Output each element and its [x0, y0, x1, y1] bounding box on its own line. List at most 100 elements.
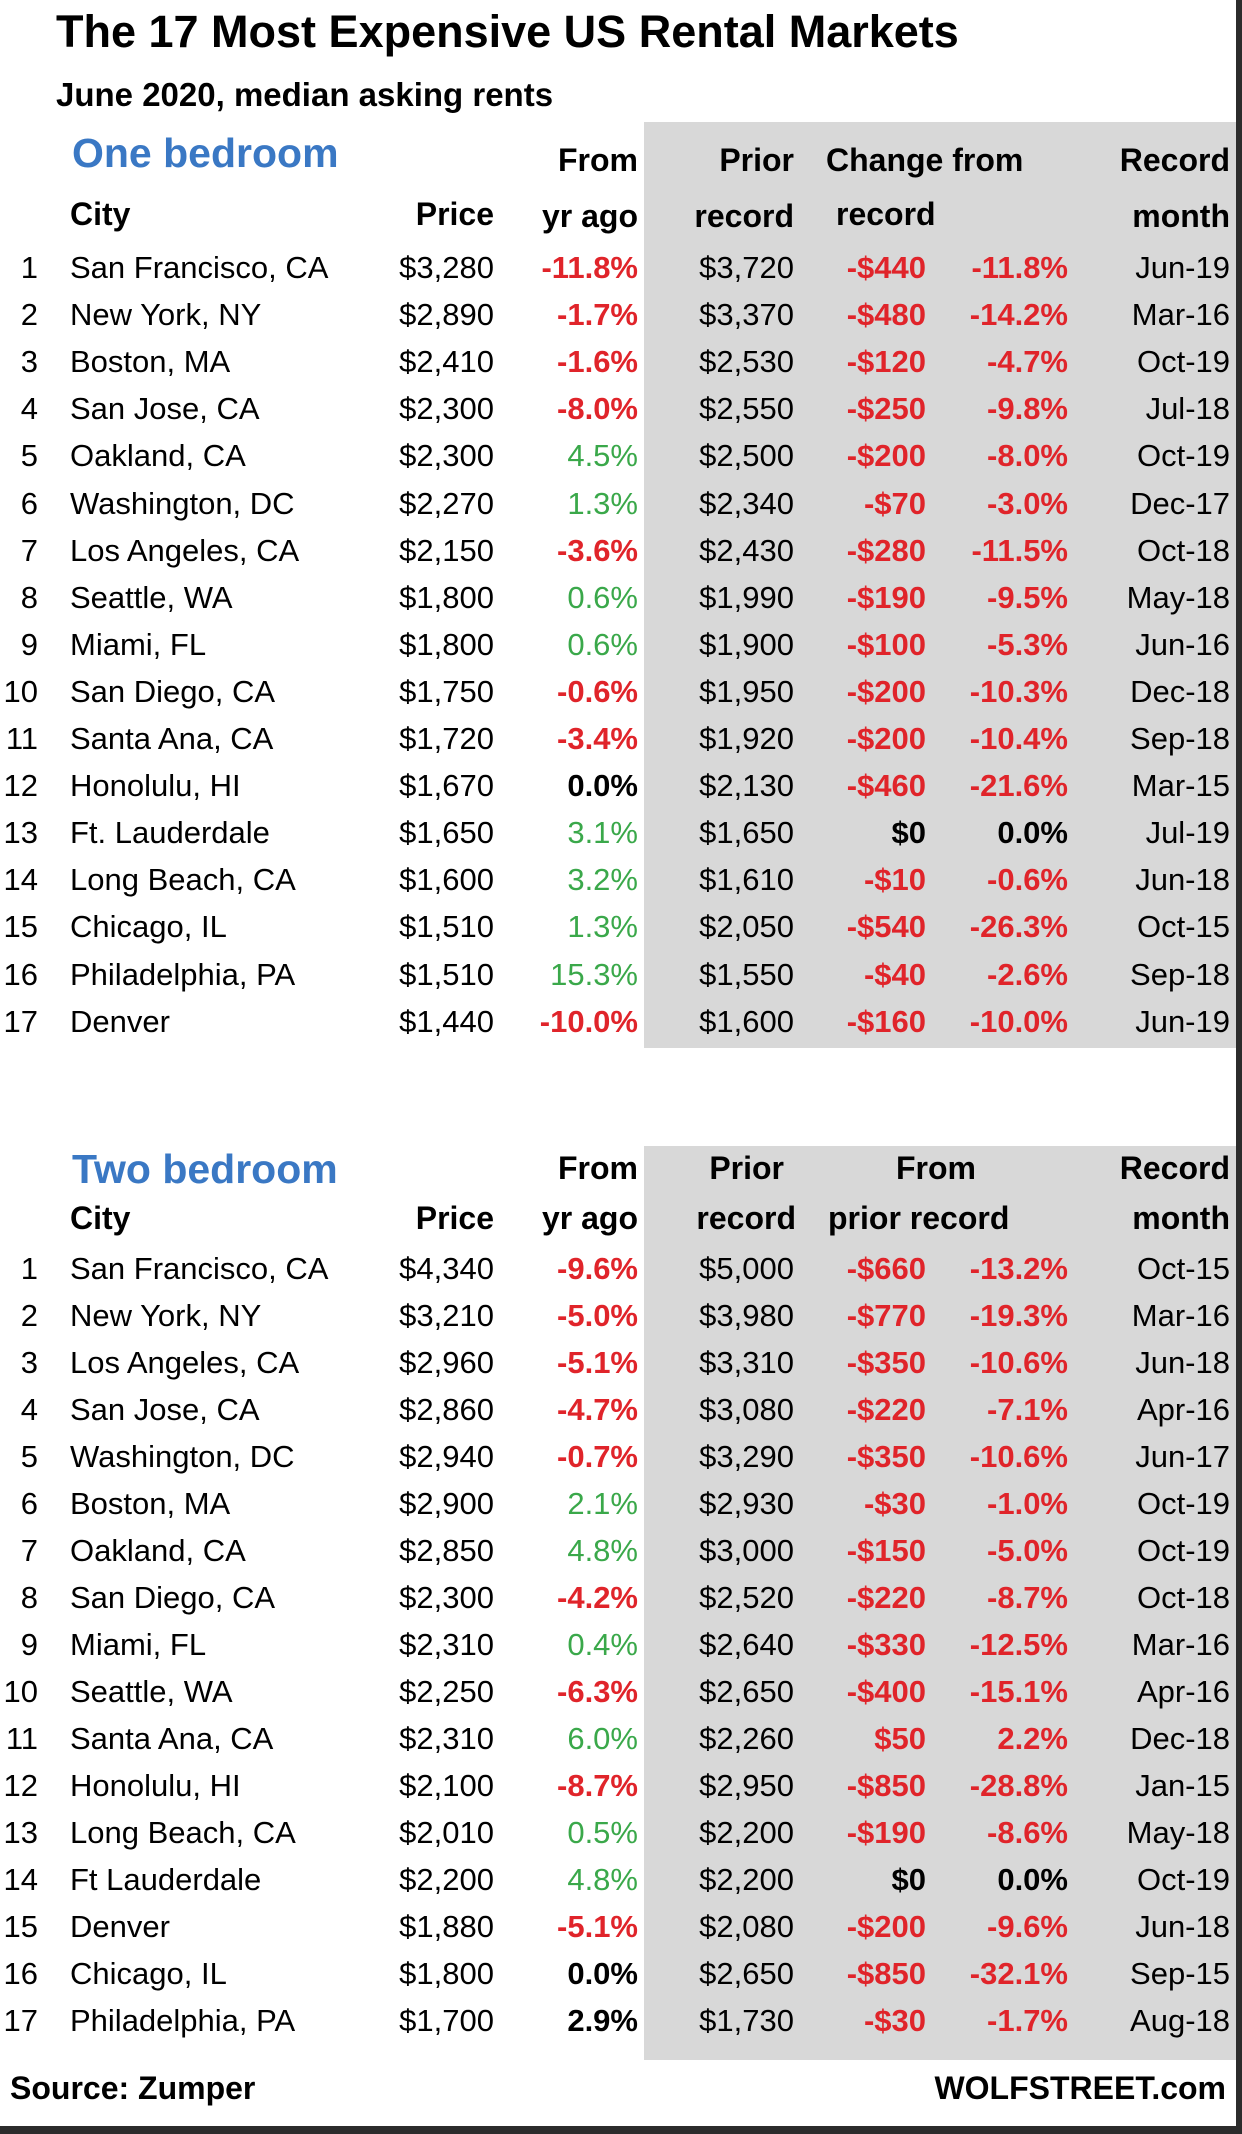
prior-record-cell: $3,720: [699, 250, 794, 285]
prior-record-cell: $3,310: [699, 1345, 794, 1380]
change-pct-cell: -10.3%: [969, 673, 1068, 709]
change-abs-cell: $0: [891, 815, 926, 851]
header-record: Record: [1119, 142, 1230, 178]
change-pct-cell: -1.7%: [987, 2003, 1068, 2038]
header-from-prior-2: From: [896, 1150, 976, 1186]
rank-cell: 11: [5, 1721, 38, 1756]
city-cell: Santa Ana, CA: [70, 721, 274, 756]
table-row: 14 Long Beach, CA $1,600 3.2% $1,610 -$10 -0.6…: [0, 858, 1236, 902]
change-pct-cell: 0.0%: [997, 1862, 1068, 1897]
prior-record-cell: $2,050: [699, 909, 794, 945]
change-abs-cell: -$460: [846, 768, 926, 804]
change-pct-cell: -5.0%: [987, 1533, 1068, 1568]
record-month-cell: Apr-16: [1136, 1392, 1230, 1427]
table-row: 7 Oakland, CA $2,850 4.8% $3,000 -$150 -5.0% Oc…: [0, 1529, 1236, 1573]
rank-cell: 15: [3, 1909, 38, 1944]
header-prior-record: record: [694, 198, 794, 234]
record-month-cell: Jun-18: [1135, 1909, 1230, 1944]
record-month-cell: Jun-16: [1135, 626, 1230, 662]
table-row: 8 San Diego, CA $2,300 -4.2% $2,520 -$220 -8.7…: [0, 1576, 1236, 1620]
rank-cell: 9: [20, 1627, 38, 1662]
city-cell: Boston, MA: [70, 1486, 231, 1521]
prior-record-cell: $2,950: [699, 1768, 794, 1803]
change-abs-cell: -$220: [846, 1392, 926, 1427]
rank-cell: 2: [20, 297, 38, 333]
yoy-change-cell: 15.3%: [550, 956, 638, 992]
price-cell: $2,300: [399, 391, 494, 427]
change-pct-cell: -8.0%: [987, 438, 1068, 474]
change-abs-cell: -$480: [846, 297, 926, 333]
city-cell: Miami, FL: [70, 626, 207, 662]
record-month-cell: Jun-17: [1135, 1439, 1230, 1474]
table-row: 11 Santa Ana, CA $1,720 -3.4% $1,920 -$200 -10…: [0, 717, 1236, 761]
change-abs-cell: -$850: [846, 1768, 926, 1803]
table-row: 1 San Francisco, CA $4,340 -9.6% $5,000 -$660…: [0, 1247, 1236, 1291]
rank-cell: 16: [3, 956, 38, 992]
header-city: City: [70, 196, 131, 232]
record-month-cell: Jun-18: [1135, 862, 1230, 898]
prior-record-cell: $2,650: [699, 1956, 794, 1991]
header-city-2: City: [70, 1200, 131, 1236]
yoy-change-cell: 1.3%: [567, 485, 638, 521]
record-month-cell: Dec-18: [1130, 1721, 1230, 1756]
yoy-change-cell: -3.6%: [557, 532, 638, 568]
prior-record-cell: $2,500: [699, 438, 794, 474]
price-cell: $2,850: [399, 1533, 494, 1568]
header-yr-ago-2: yr ago: [541, 1200, 638, 1236]
header-price: Price: [415, 196, 494, 232]
city-cell: Seattle, WA: [70, 1674, 233, 1709]
change-abs-cell: -$190: [846, 1815, 926, 1850]
change-abs-cell: -$660: [846, 1251, 926, 1286]
table-row: 17 Philadelphia, PA $1,700 2.9% $1,730 -$30 -1…: [0, 1999, 1236, 2043]
city-cell: Oakland, CA: [70, 1533, 246, 1568]
table-row: 12 Honolulu, HI $2,100 -8.7% $2,950 -$850 -28.…: [0, 1764, 1236, 1808]
change-pct-cell: -11.5%: [971, 532, 1068, 568]
table-row: 2 New York, NY $2,890 -1.7% $3,370 -$480 -14.2…: [0, 293, 1236, 337]
price-cell: $2,310: [399, 1721, 494, 1756]
header-change-from: Change from: [826, 142, 1024, 178]
table-row: 9 Miami, FL $2,310 0.4% $2,640 -$330 -12.5% Mar…: [0, 1623, 1236, 1667]
rank-cell: 4: [20, 391, 38, 427]
change-abs-cell: -$200: [846, 438, 926, 474]
rank-cell: 11: [5, 721, 38, 756]
change-abs-cell: -$330: [846, 1627, 926, 1662]
rank-cell: 14: [3, 1862, 38, 1897]
prior-record-cell: $3,980: [699, 1298, 794, 1333]
record-month-cell: Oct-15: [1136, 909, 1230, 945]
prior-record-cell: $3,290: [699, 1439, 794, 1474]
yoy-change-cell: -1.7%: [557, 297, 638, 333]
change-abs-cell: -$220: [846, 1580, 926, 1615]
yoy-change-cell: 2.1%: [567, 1486, 638, 1521]
header-price-2: Price: [415, 1200, 494, 1236]
city-cell: Long Beach, CA: [70, 862, 296, 898]
price-cell: $1,880: [399, 1909, 494, 1944]
change-pct-cell: -11.8%: [971, 250, 1068, 285]
price-cell: $3,210: [399, 1298, 494, 1333]
price-cell: $1,800: [399, 579, 494, 615]
change-abs-cell: -$30: [863, 1486, 926, 1521]
change-abs-cell: -$40: [863, 956, 926, 992]
city-cell: San Jose, CA: [70, 391, 260, 427]
city-cell: San Francisco, CA: [70, 1251, 329, 1286]
record-month-cell: Sep-15: [1130, 1956, 1230, 1991]
header-from: From: [558, 142, 638, 178]
prior-record-cell: $1,950: [699, 673, 794, 709]
city-cell: San Francisco, CA: [70, 250, 329, 285]
change-abs-cell: -$440: [846, 250, 926, 285]
prior-record-cell: $2,430: [699, 532, 794, 568]
change-abs-cell: -$200: [846, 1909, 926, 1944]
table-row: 9 Miami, FL $1,800 0.6% $1,900 -$100 -5.3% Jun-…: [0, 623, 1236, 667]
rank-cell: 15: [3, 909, 38, 945]
change-pct-cell: 0.0%: [997, 815, 1068, 851]
city-cell: Los Angeles, CA: [70, 532, 300, 568]
price-cell: $1,600: [399, 862, 494, 898]
brand-watermark: WOLFSTREET.com: [934, 2070, 1226, 2106]
city-cell: Denver: [70, 1909, 170, 1944]
price-cell: $1,650: [399, 815, 494, 851]
change-pct-cell: 2.2%: [997, 1721, 1068, 1756]
city-cell: Philadelphia, PA: [70, 2003, 296, 2038]
change-pct-cell: -13.2%: [969, 1251, 1068, 1286]
yoy-change-cell: -8.0%: [557, 391, 638, 427]
price-cell: $1,510: [399, 909, 494, 945]
frame-edge-bottom: [0, 2126, 1242, 2134]
